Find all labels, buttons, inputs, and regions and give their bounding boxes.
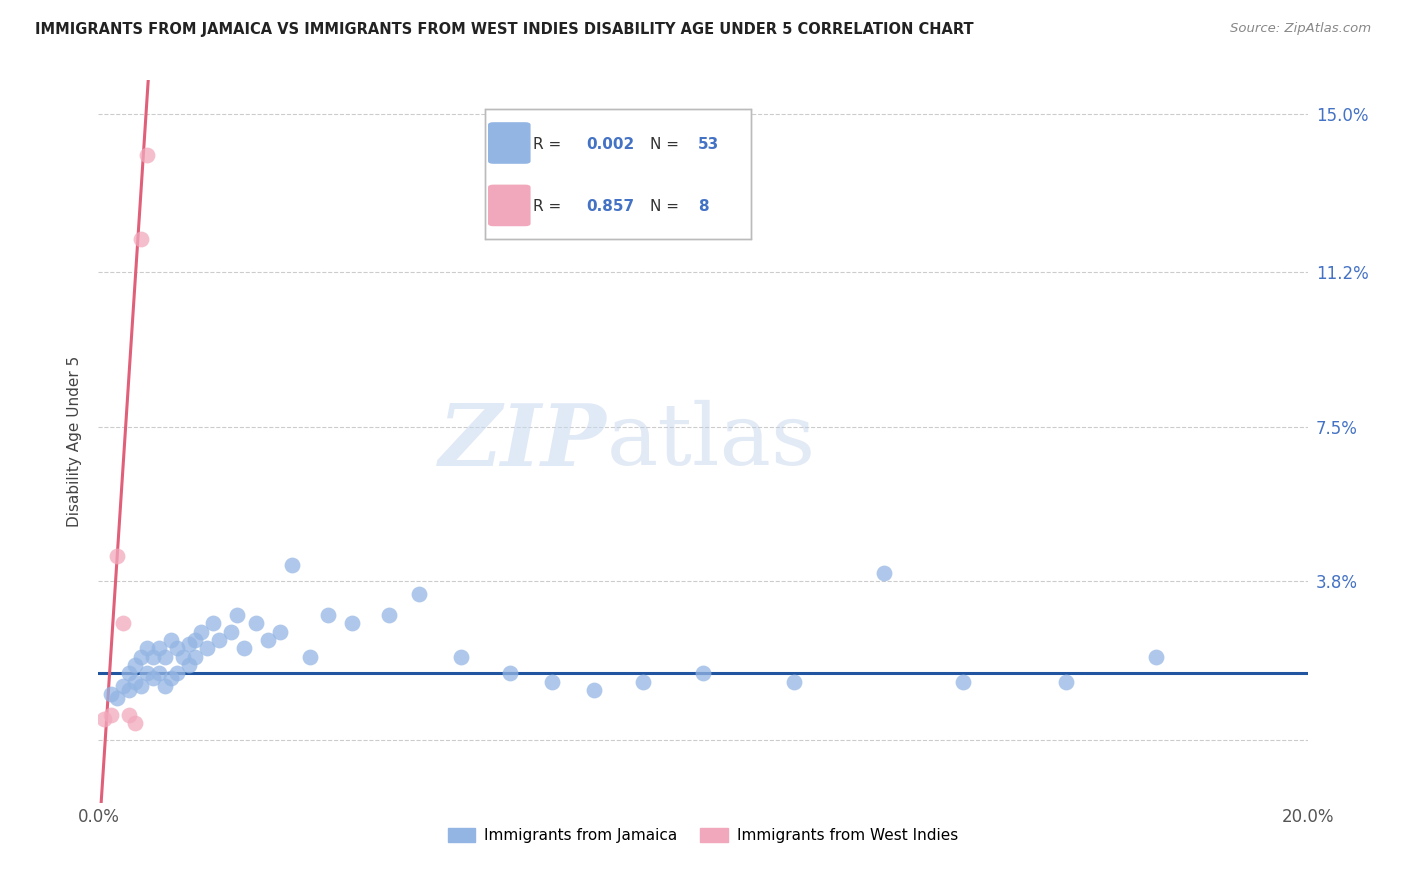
Point	[179, 637, 201, 651]
Point	[100, 708, 122, 723]
Point	[692, 666, 714, 681]
Point	[160, 632, 183, 647]
Point	[124, 674, 146, 689]
Text: atlas: atlas	[606, 400, 815, 483]
Point	[172, 649, 194, 664]
Point	[118, 666, 141, 681]
Point	[124, 716, 146, 731]
Point	[269, 624, 291, 639]
Point	[142, 649, 165, 664]
Point	[166, 666, 188, 681]
Point	[190, 624, 212, 639]
Text: ZIP: ZIP	[439, 400, 606, 483]
Point	[118, 683, 141, 698]
Point	[93, 712, 115, 726]
Point	[540, 674, 562, 689]
Point	[202, 616, 225, 631]
Legend: Immigrants from Jamaica, Immigrants from West Indies: Immigrants from Jamaica, Immigrants from…	[441, 822, 965, 849]
Point	[450, 649, 472, 664]
Point	[583, 683, 606, 698]
Point	[129, 232, 152, 246]
Point	[184, 632, 207, 647]
Point	[135, 148, 157, 162]
Point	[245, 616, 267, 631]
Point	[153, 649, 176, 664]
Text: IMMIGRANTS FROM JAMAICA VS IMMIGRANTS FROM WEST INDIES DISABILITY AGE UNDER 5 CO: IMMIGRANTS FROM JAMAICA VS IMMIGRANTS FR…	[35, 22, 974, 37]
Point	[1144, 649, 1167, 664]
Point	[299, 649, 322, 664]
Point	[232, 641, 254, 656]
Point	[408, 587, 430, 601]
Point	[281, 558, 304, 572]
Point	[377, 607, 399, 622]
Point	[100, 687, 122, 701]
Y-axis label: Disability Age Under 5: Disability Age Under 5	[66, 356, 82, 527]
Point	[631, 674, 654, 689]
Point	[105, 691, 128, 706]
Point	[179, 657, 201, 672]
Point	[129, 679, 152, 693]
Point	[498, 666, 520, 681]
Text: Source: ZipAtlas.com: Source: ZipAtlas.com	[1230, 22, 1371, 36]
Point	[142, 671, 165, 685]
Point	[118, 708, 141, 723]
Point	[1054, 674, 1077, 689]
Point	[135, 666, 157, 681]
Point	[952, 674, 974, 689]
Point	[153, 679, 176, 693]
Point	[124, 657, 146, 672]
Point	[783, 674, 806, 689]
Point	[148, 666, 170, 681]
Point	[148, 641, 170, 656]
Point	[226, 607, 249, 622]
Point	[342, 616, 364, 631]
Point	[256, 632, 278, 647]
Point	[195, 641, 218, 656]
Point	[160, 671, 183, 685]
Point	[111, 616, 134, 631]
Point	[208, 632, 231, 647]
Point	[873, 566, 896, 580]
Point	[184, 649, 207, 664]
Point	[105, 549, 128, 564]
Point	[129, 649, 152, 664]
Point	[135, 641, 157, 656]
Point	[221, 624, 243, 639]
Point	[166, 641, 188, 656]
Point	[316, 607, 339, 622]
Point	[111, 679, 134, 693]
